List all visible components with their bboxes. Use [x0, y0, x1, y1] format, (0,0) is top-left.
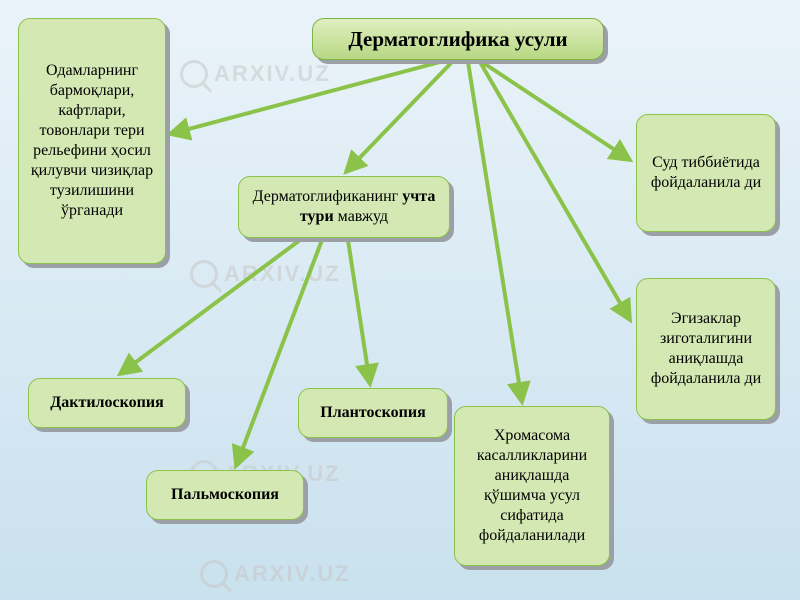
node-label: Хромасома касалликларини аниқлашда қўшим… — [465, 426, 599, 546]
node-sud: Суд тиббиётида фойдаланила ди — [636, 114, 776, 232]
node-egiz: Эгизаклар зиготалигини аниқлашда фойдала… — [636, 278, 776, 420]
node-label: Суд тиббиётида фойдаланила ди — [647, 153, 765, 193]
watermark: ARXIV.UZ — [190, 260, 341, 288]
node-title: Дерматоглифика усули — [312, 18, 604, 60]
node-label: Дактилоскопия — [39, 393, 175, 413]
node-palm: Пальмоскопия — [146, 470, 304, 520]
node-chroma: Хромасома касалликларини аниқлашда қўшим… — [454, 406, 610, 566]
node-plant: Плантоскопия — [298, 388, 448, 438]
watermark: ARXIV.UZ — [200, 560, 351, 588]
node-three_types: Дерматоглификанинг учта тури мавжуд — [238, 176, 450, 238]
node-label: Дерматоглификанинг учта тури мавжуд — [249, 187, 439, 227]
node-label: Плантоскопия — [309, 403, 437, 423]
node-label: Эгизаклар зиготалигини аниқлашда фойдала… — [647, 309, 765, 389]
watermark: ARXIV.UZ — [180, 60, 331, 88]
node-dactyl: Дактилоскопия — [28, 378, 186, 428]
node-label: Одамларнинг бармоқлари, кафтлари, товонл… — [29, 61, 155, 221]
node-label: Пальмоскопия — [157, 485, 293, 505]
node-left_big: Одамларнинг бармоқлари, кафтлари, товонл… — [18, 18, 166, 264]
node-label: Дерматоглифика усули — [323, 26, 593, 52]
